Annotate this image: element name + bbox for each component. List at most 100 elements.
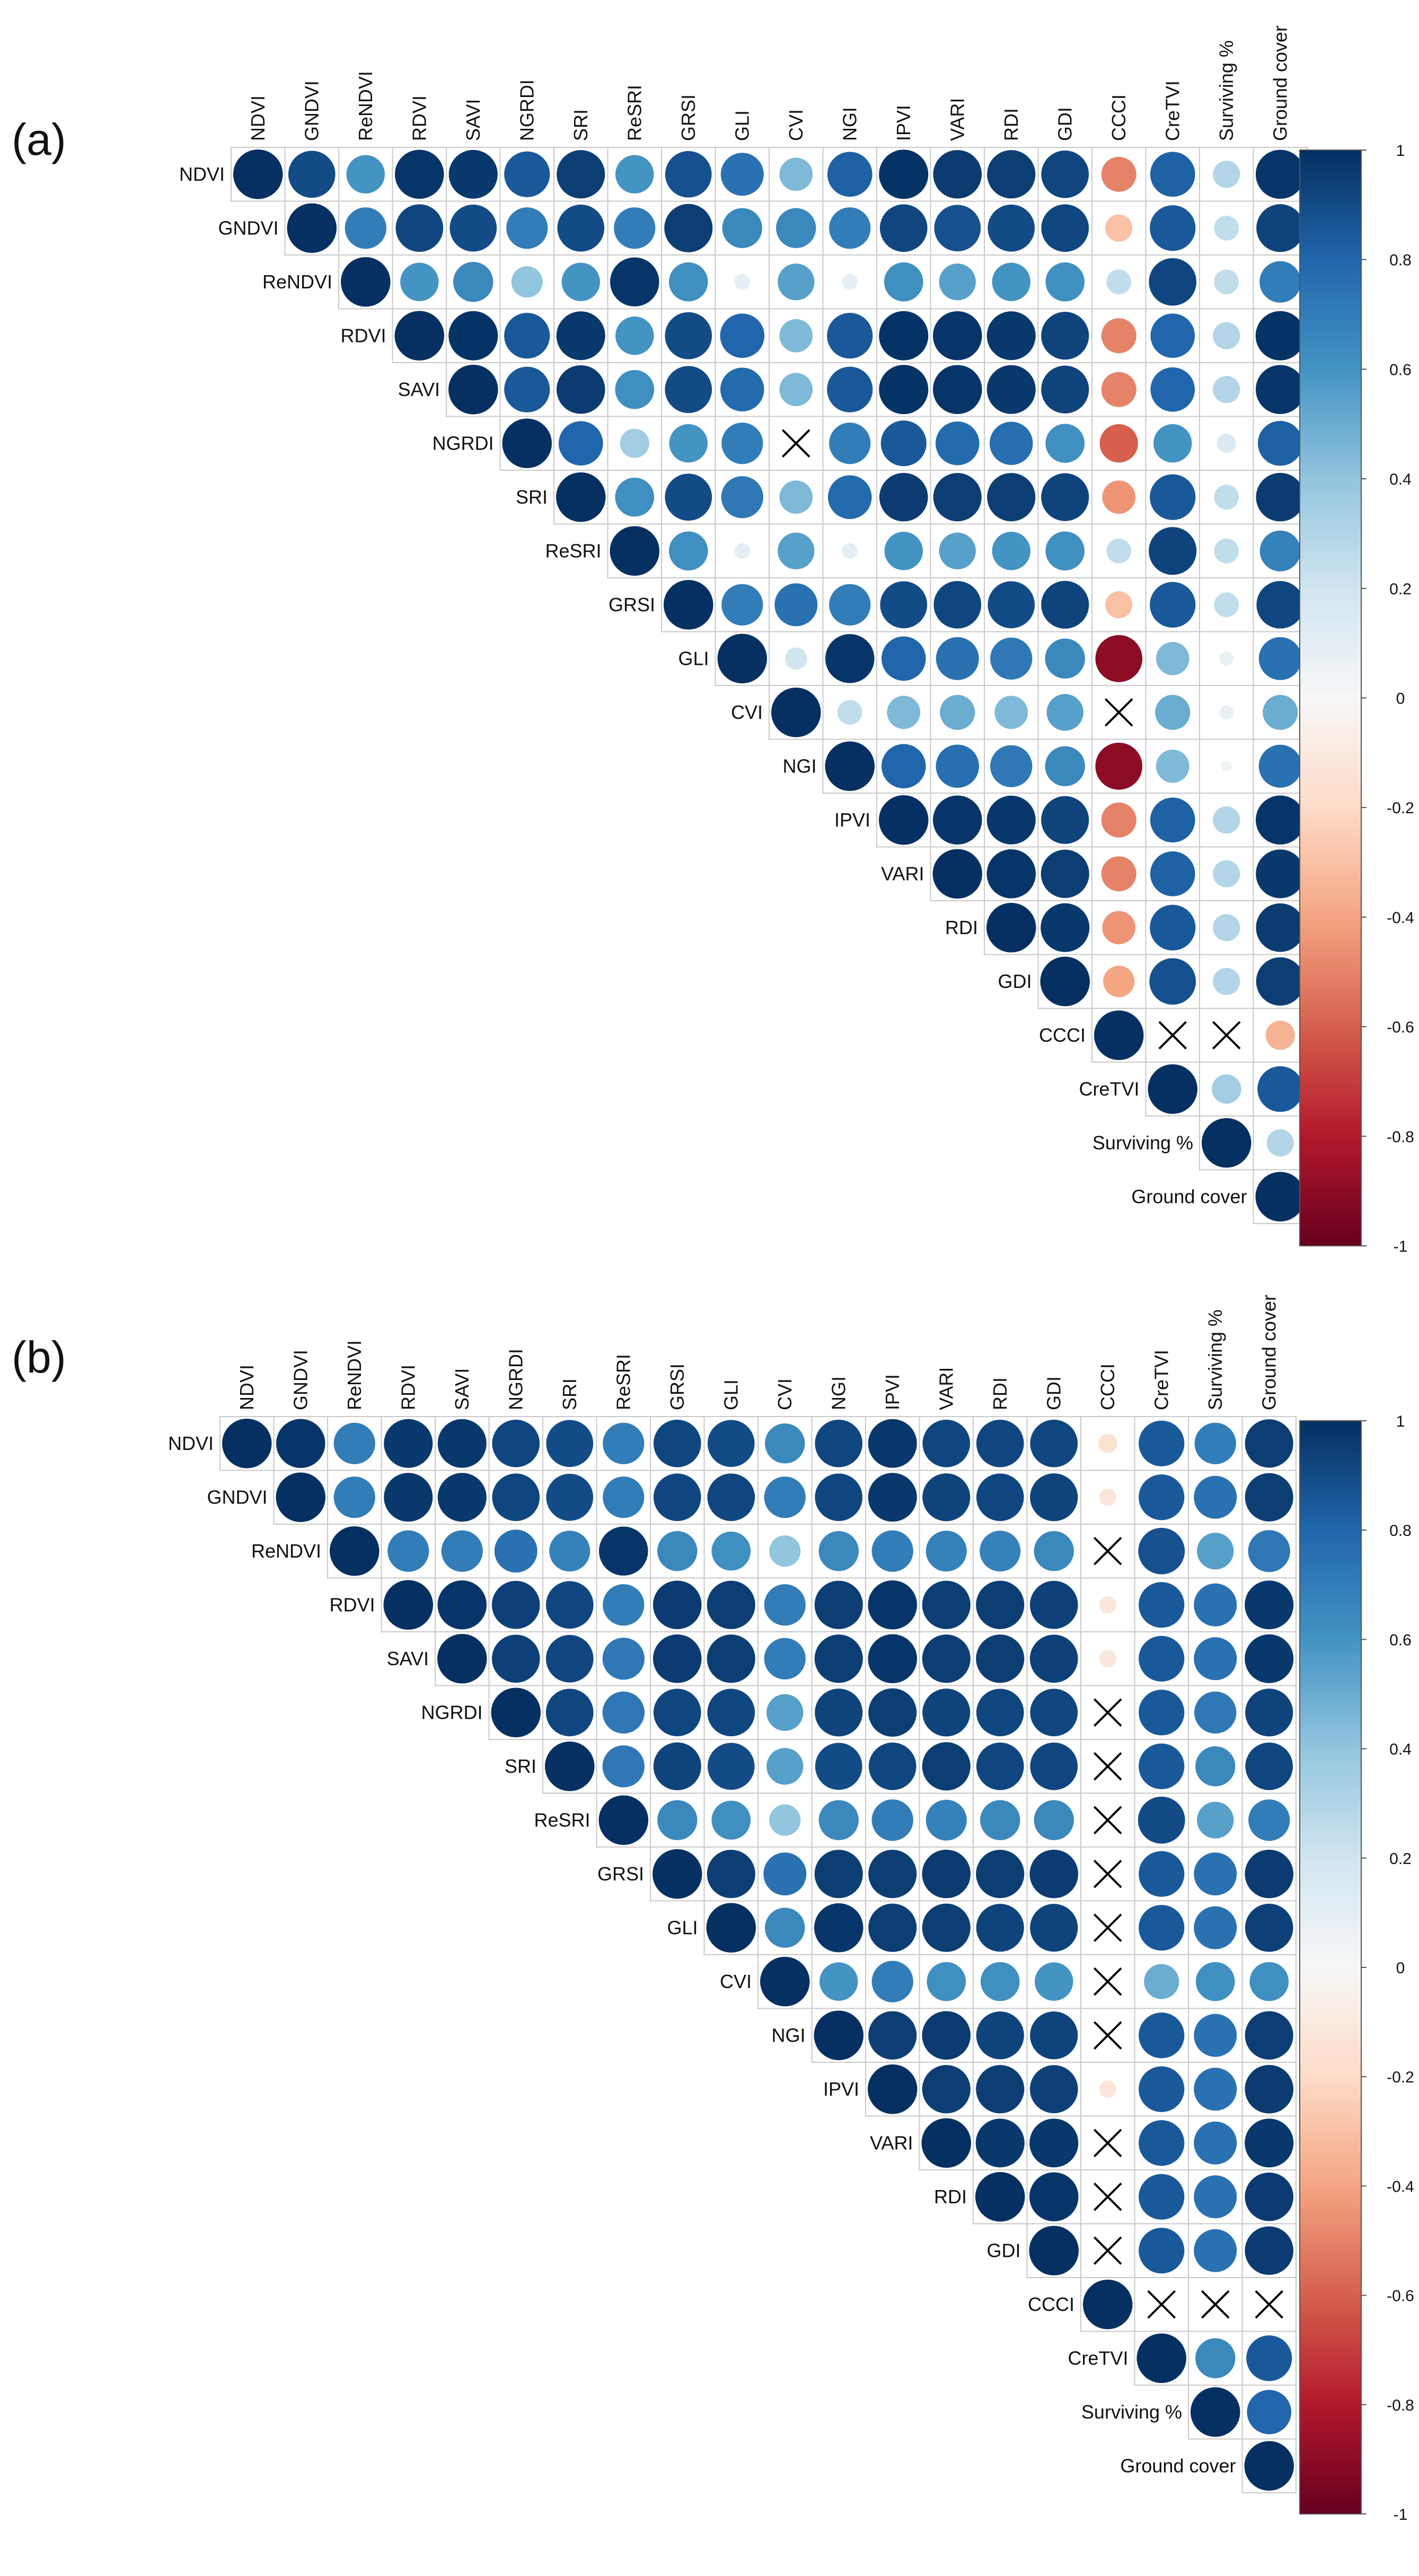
colorbar-band: [1300, 742, 1361, 748]
correlation-circle: [976, 2011, 1024, 2060]
correlation-circle: [922, 1473, 971, 1522]
colorbar-band: [1300, 2273, 1361, 2280]
colorbar-band: [1300, 687, 1361, 693]
colorbar-band: [1300, 2065, 1361, 2072]
row-labels: NDVI GNDVI ReNDVI RDVI SAVI NGRDI SRI ReSRI GRSI…: [168, 1432, 1236, 2477]
correlation-circle: [222, 1419, 272, 1469]
colorbar-band: [1300, 1141, 1361, 1148]
correlation-circle: [779, 373, 813, 407]
colorbar-band: [1300, 1781, 1361, 1788]
colorbar-band: [1300, 473, 1361, 480]
column-label-resri: ReSRI: [623, 85, 645, 141]
correlation-circle: [989, 421, 1033, 465]
colorbar-band: [1300, 2060, 1361, 2067]
correlation-circle: [1139, 2012, 1185, 2059]
correlation-circle: [992, 532, 1030, 570]
colorbar-band: [1300, 1043, 1361, 1049]
correlation-circle: [936, 637, 979, 680]
colorbar-band: [1300, 725, 1361, 732]
correlation-circle: [881, 636, 926, 681]
colorbar-band: [1300, 1481, 1361, 1487]
correlation-circle: [546, 1420, 594, 1467]
correlation-circle: [453, 262, 493, 302]
non-significant-mark: [1201, 2290, 1230, 2319]
correlation-circle: [1029, 2226, 1079, 2275]
correlation-circle: [1150, 851, 1195, 896]
colorbar-band: [1300, 780, 1361, 786]
correlation-circle: [1040, 956, 1090, 1006]
correlation-circle: [776, 208, 816, 248]
correlation-circle: [814, 1903, 863, 1953]
colorbar-band: [1300, 555, 1361, 562]
correlation-circle: [653, 1849, 702, 1899]
correlation-circle: [1099, 1489, 1116, 1506]
column-label-rdvi: RDVI: [397, 1365, 419, 1410]
correlation-circle: [722, 208, 762, 248]
colorbar-band: [1300, 216, 1361, 222]
row-label-gdi: GDI: [998, 970, 1032, 992]
colorbar-tick-label: 1: [1396, 142, 1405, 160]
colorbar-band: [1300, 1202, 1361, 1208]
correlation-circle: [1102, 480, 1136, 514]
correlation-circle: [933, 473, 982, 522]
colorbar-band: [1300, 1158, 1361, 1164]
colorbar-band: [1300, 2350, 1361, 2357]
column-label-surviving: Surviving %: [1204, 1309, 1226, 1410]
correlation-circle: [437, 1419, 487, 1468]
colorbar-band: [1300, 2235, 1361, 2241]
colorbar-band: [1300, 572, 1361, 578]
colorbar-band: [1300, 2137, 1361, 2143]
colorbar-band: [1300, 341, 1361, 348]
correlation-circle: [557, 204, 605, 252]
colorbar-tick-label: -1: [1394, 2506, 1408, 2524]
colorbar-band: [1300, 676, 1361, 682]
colorbar-band: [1300, 2202, 1361, 2209]
colorbar-band: [1300, 2295, 1361, 2301]
correlation-circle: [1202, 1118, 1251, 1168]
colorbar-band: [1300, 440, 1361, 447]
colorbar-band: [1300, 517, 1361, 523]
correlation-circle: [720, 153, 764, 196]
correlation-circle: [1099, 1650, 1116, 1667]
colorbar-band: [1300, 1169, 1361, 1175]
correlation-circle: [1030, 1904, 1078, 1952]
row-label-sri: SRI: [505, 1755, 536, 1777]
colorbar-band: [1300, 451, 1361, 458]
colorbar-band: [1300, 468, 1361, 474]
colorbar-band: [1300, 2317, 1361, 2324]
colorbar-tick-label: 0.2: [1389, 1850, 1412, 1868]
colorbar-band: [1300, 2148, 1361, 2154]
correlation-circle: [936, 744, 980, 788]
correlation-circle: [814, 1850, 863, 1898]
correlation-circle: [1219, 705, 1233, 719]
colorbar-band: [1300, 637, 1361, 644]
colorbar-band: [1300, 282, 1361, 288]
column-label-savi: SAVI: [451, 1368, 473, 1410]
colorbar-band: [1300, 1530, 1361, 1536]
colorbar-band: [1300, 1109, 1361, 1115]
correlation-circle: [664, 204, 713, 252]
colorbar-band: [1300, 1026, 1361, 1033]
colorbar-band: [1300, 1727, 1361, 1733]
correlation-circle: [976, 1742, 1024, 1790]
correlation-circle: [932, 849, 982, 899]
correlation-circle: [842, 274, 858, 290]
colorbar-band: [1300, 512, 1361, 518]
colorbar-band: [1300, 1502, 1361, 1509]
colorbar-band: [1300, 2454, 1361, 2460]
correlation-circle: [1139, 1636, 1185, 1682]
colorbar-band: [1300, 802, 1361, 808]
correlation-circle: [502, 418, 552, 468]
row-label-ngi: NGI: [782, 755, 816, 777]
colorbar-band: [1300, 719, 1361, 726]
row-label-sri: SRI: [516, 486, 548, 508]
colorbar-band: [1300, 1874, 1361, 1881]
correlation-circle: [939, 532, 976, 569]
colorbar-band: [1300, 2404, 1361, 2411]
correlation-circle: [1194, 2229, 1237, 2272]
colorbar-band: [1300, 1776, 1361, 1782]
correlation-circle: [922, 1849, 971, 1898]
colorbar-band: [1300, 775, 1361, 781]
column-label-ccci: CCCI: [1097, 1364, 1118, 1410]
colorbar-band: [1300, 1814, 1361, 1821]
